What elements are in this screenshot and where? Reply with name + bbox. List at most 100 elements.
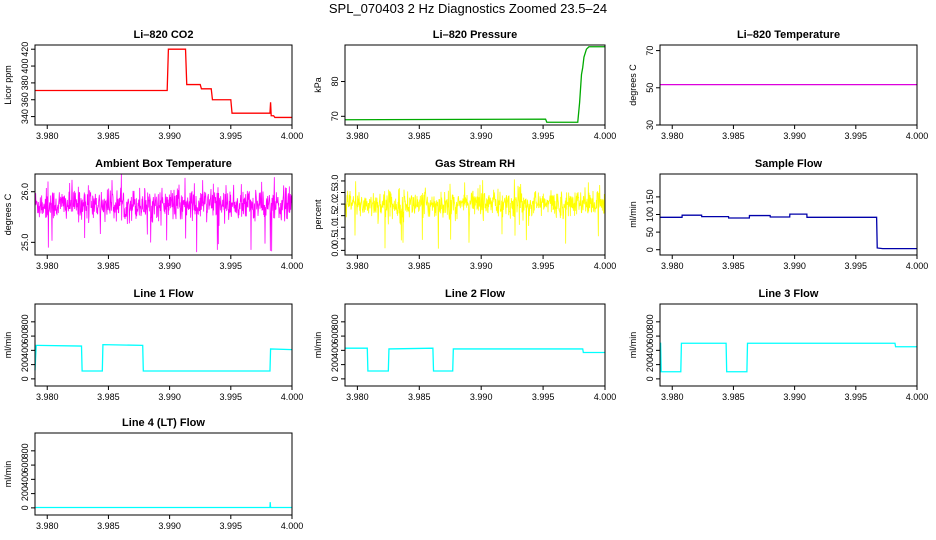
y-tick-label: 0 <box>330 376 340 381</box>
y-tick-label: 200 <box>20 357 30 372</box>
y-tick-label: 2.0 <box>330 198 340 211</box>
x-tick-label: 3.995 <box>845 131 868 141</box>
x-tick-label: 3.985 <box>97 131 120 141</box>
y-tick-label: 0 <box>20 376 30 381</box>
y-tick-label: 150 <box>645 189 655 204</box>
chart-title: Sample Flow <box>755 158 823 170</box>
chart-title: Li–820 Temperature <box>737 29 840 41</box>
series-line <box>35 502 292 509</box>
plot-frame <box>659 303 918 387</box>
y-tick-label: 80 <box>330 77 340 87</box>
x-tick-label: 4.000 <box>281 521 304 531</box>
x-tick-label: 3.995 <box>845 261 868 271</box>
x-tick-label: 3.990 <box>158 131 181 141</box>
x-tick-label: 3.985 <box>97 261 120 271</box>
series-line <box>35 48 292 119</box>
plot-frame <box>34 303 293 387</box>
x-tick-label: 4.000 <box>281 131 304 141</box>
y-tick-label: 360 <box>20 92 30 107</box>
y-tick-label: 200 <box>20 486 30 501</box>
x-tick-label: 4.000 <box>594 392 617 402</box>
x-tick-label: 3.990 <box>783 261 806 271</box>
y-tick-label: 340 <box>20 109 30 124</box>
x-tick-label: 3.980 <box>346 392 369 402</box>
y-tick-label: 400 <box>20 59 30 74</box>
y-tick-label: 0 <box>20 505 30 510</box>
x-tick-label: 3.990 <box>470 261 493 271</box>
plot-frame <box>344 303 606 387</box>
y-tick-label: 25.0 <box>20 234 30 252</box>
series-line <box>345 347 605 372</box>
y-tick-label: 800 <box>20 443 30 458</box>
chart-panel: Ambient Box Temperature degrees C 3.980 3.9… <box>3 158 303 271</box>
x-tick-label: 3.980 <box>36 131 59 141</box>
plot-frame <box>344 44 606 126</box>
chart-panel: Li–820 Pressure kPa 3.980 3.985 3.990 3.995 4.… <box>313 29 616 141</box>
x-tick-label: 3.985 <box>97 521 120 531</box>
x-tick-label: 3.980 <box>346 131 369 141</box>
y-axis-label: ml/min <box>3 332 13 359</box>
x-tick-label: 3.980 <box>346 261 369 271</box>
x-tick-label: 3.990 <box>470 392 493 402</box>
chart-panel: Line 1 Flow ml/min 3.980 3.985 3.990 3.995 4.0… <box>3 288 303 402</box>
y-tick-label: 600 <box>645 329 655 344</box>
series-line <box>660 213 917 250</box>
y-axis-label: kPa <box>313 77 323 93</box>
y-tick-label: 400 <box>20 472 30 487</box>
chart-title: Line 4 (LT) Flow <box>122 417 205 429</box>
y-axis-label: percent <box>313 199 323 230</box>
y-tick-label: 600 <box>330 329 340 344</box>
x-tick-label: 3.990 <box>158 392 181 402</box>
series-line <box>34 343 293 372</box>
x-tick-label: 3.985 <box>722 392 745 402</box>
x-tick-label: 4.000 <box>906 131 929 141</box>
y-tick-label: 420 <box>20 42 30 57</box>
y-tick-label: 200 <box>645 357 655 372</box>
x-tick-label: 4.000 <box>281 392 304 402</box>
chart-panel: Sample Flow ml/min 3.980 3.985 3.990 3.995 4.0… <box>628 158 928 271</box>
series-line <box>34 173 293 253</box>
x-tick-label: 4.000 <box>594 131 617 141</box>
series-line <box>344 46 605 123</box>
y-tick-label: 800 <box>330 314 340 329</box>
x-tick-label: 3.985 <box>722 131 745 141</box>
y-tick-label: 800 <box>645 314 655 329</box>
y-axis-label: ml/min <box>313 332 323 359</box>
x-tick-label: 3.995 <box>532 131 555 141</box>
y-tick-label: 380 <box>20 75 30 90</box>
y-tick-label: 400 <box>645 343 655 358</box>
y-tick-label: 1.5 <box>330 209 340 222</box>
chart-title: Ambient Box Temperature <box>95 158 232 170</box>
x-tick-label: 3.985 <box>722 261 745 271</box>
y-tick-label: 50 <box>645 227 655 237</box>
chart-title: Li–820 Pressure <box>433 29 517 41</box>
plot-frame <box>344 173 606 256</box>
y-axis-label: ml/min <box>628 201 638 228</box>
y-tick-label: 2.5 <box>330 186 340 199</box>
y-tick-label: 100 <box>645 207 655 222</box>
chart-title: Line 3 Flow <box>759 288 819 300</box>
page-title: SPL_070403 2 Hz Diagnostics Zoomed 23.5–… <box>328 1 608 16</box>
chart-panel: Li–820 Temperature degrees C 3.980 3.985 3.9… <box>628 29 928 141</box>
chart-title: Li–820 CO2 <box>134 29 194 41</box>
x-tick-label: 3.980 <box>661 261 684 271</box>
y-tick-label: 400 <box>330 343 340 358</box>
chart-panel: Li–820 CO2 Licor ppm 3.980 3.985 3.990 3.995 4… <box>3 29 303 141</box>
plot-frame <box>34 432 293 516</box>
plot-frame <box>34 44 293 126</box>
x-tick-label: 4.000 <box>281 261 304 271</box>
y-tick-label: 30 <box>645 120 655 130</box>
y-axis-label: degrees C <box>628 64 638 106</box>
chart-title: Line 2 Flow <box>445 288 505 300</box>
y-tick-label: 600 <box>20 458 30 473</box>
x-tick-label: 3.980 <box>661 392 684 402</box>
chart-panel: Line 2 Flow ml/min 3.980 3.985 3.990 3.995 4.0… <box>313 288 616 402</box>
y-tick-label: 26.0 <box>20 183 30 201</box>
y-tick-label: 200 <box>330 357 340 372</box>
x-tick-label: 4.000 <box>906 261 929 271</box>
chart-panel: Line 3 Flow ml/min 3.980 3.985 3.990 3.995 4.0… <box>628 288 928 402</box>
chart-panel: Gas Stream RH percent 3.980 3.985 3.990 3.995… <box>313 158 616 271</box>
x-tick-label: 3.985 <box>408 261 431 271</box>
y-tick-label: 70 <box>645 46 655 56</box>
